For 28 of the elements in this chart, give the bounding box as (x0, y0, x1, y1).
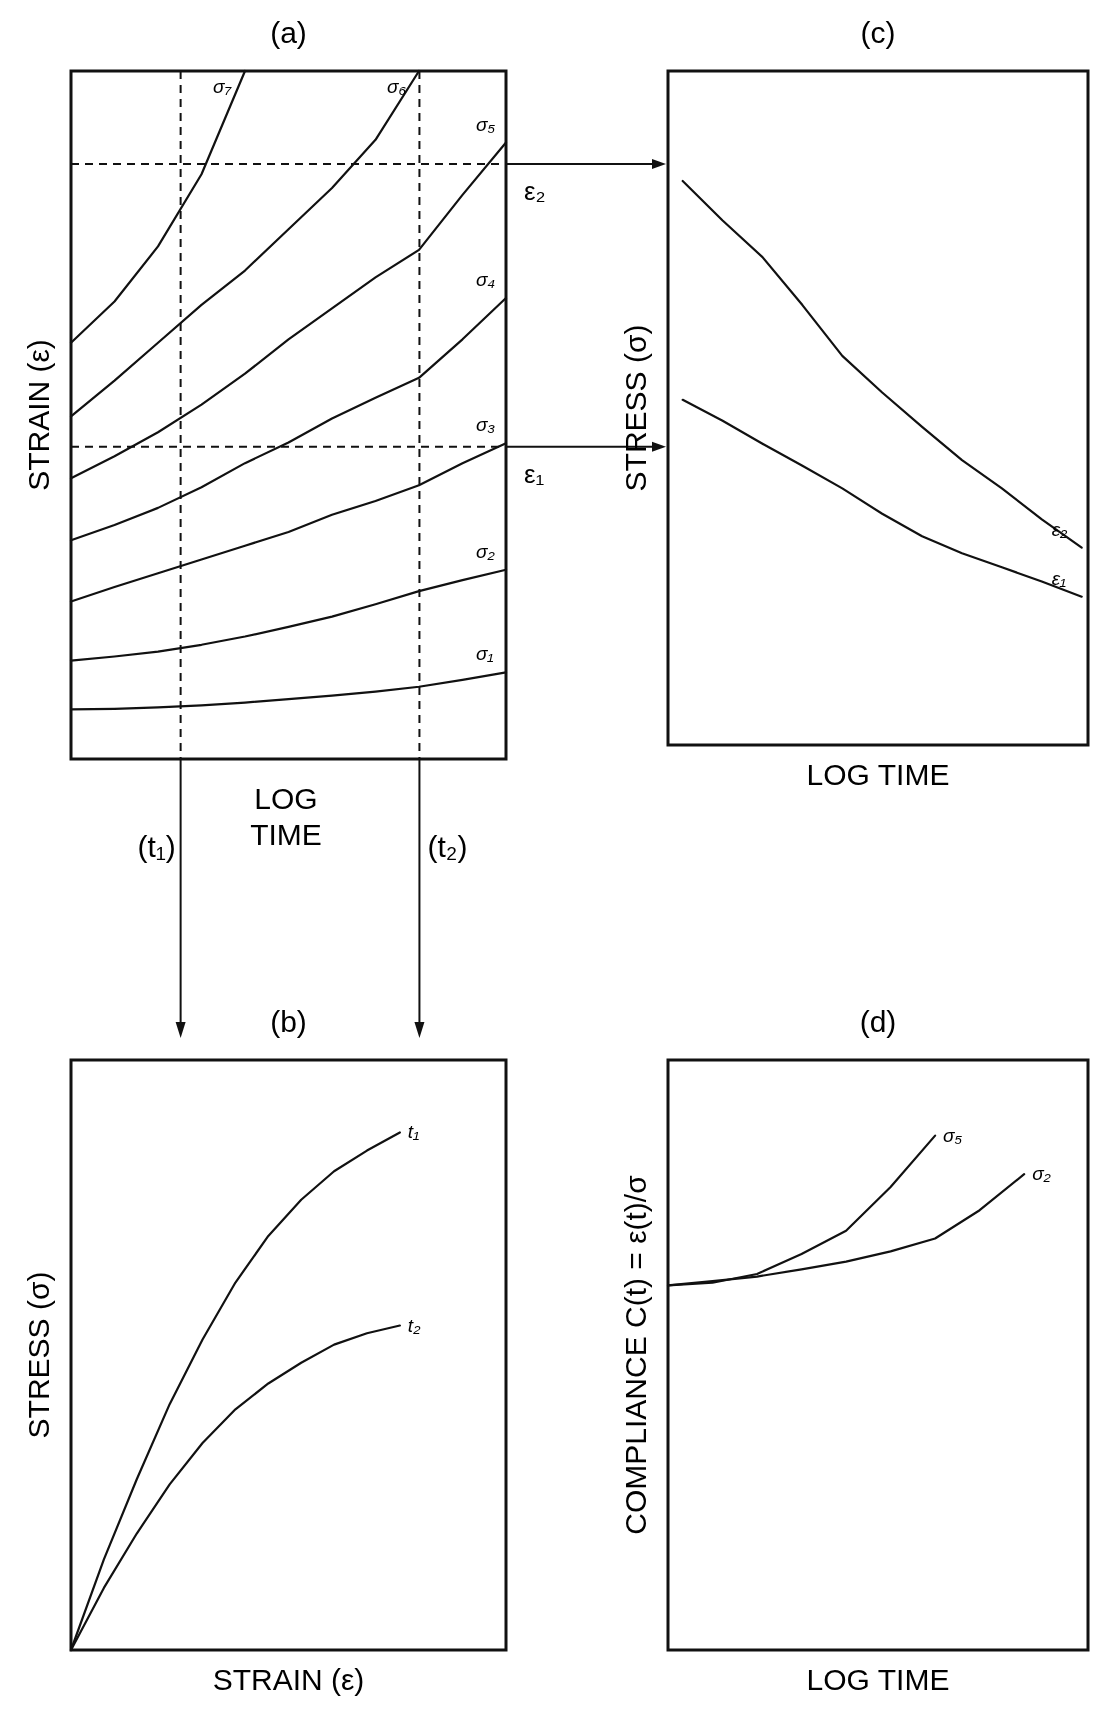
series-label: σ₅ (476, 113, 496, 135)
series-label: ε₁ (1051, 567, 1067, 589)
series-label: σ₂ (1032, 1163, 1052, 1185)
text: (t₂) (427, 830, 468, 863)
chart-title: (c) (860, 16, 896, 49)
series-label: σ₃ (476, 414, 496, 436)
y-axis-title: STRESS (σ) (22, 1271, 55, 1439)
chart-title: (a) (270, 16, 307, 49)
ref-line-label: ε₂ (524, 175, 546, 206)
series-label: σ₁ (476, 643, 494, 665)
series-label: t₂ (407, 1314, 422, 1336)
y-axis-title: COMPLIANCE C(t) = ε(t)/σ (619, 1174, 652, 1535)
x-axis-title: LOG TIME (806, 758, 950, 791)
x-axis-title: STRAIN (ε) (212, 1663, 365, 1696)
series-label: σ₅ (943, 1124, 963, 1146)
y-axis-title: STRESS (σ) (619, 324, 652, 492)
series-label: σ₄ (476, 269, 496, 291)
y-axis-title: STRAIN (ε) (22, 339, 55, 491)
series-label: t₁ (407, 1121, 420, 1143)
x-axis-title: LOG TIME (250, 782, 322, 851)
text: (t₁) (137, 830, 176, 863)
series-label: σ₆ (387, 76, 407, 97)
ref-line-label: ε₁ (524, 458, 545, 489)
chart-title: (b) (270, 1005, 307, 1038)
x-axis-title: LOG TIME (806, 1663, 950, 1696)
series-label: σ₇ (213, 76, 233, 97)
series-label: σ₂ (476, 540, 496, 562)
chart-title: (d) (859, 1005, 897, 1038)
